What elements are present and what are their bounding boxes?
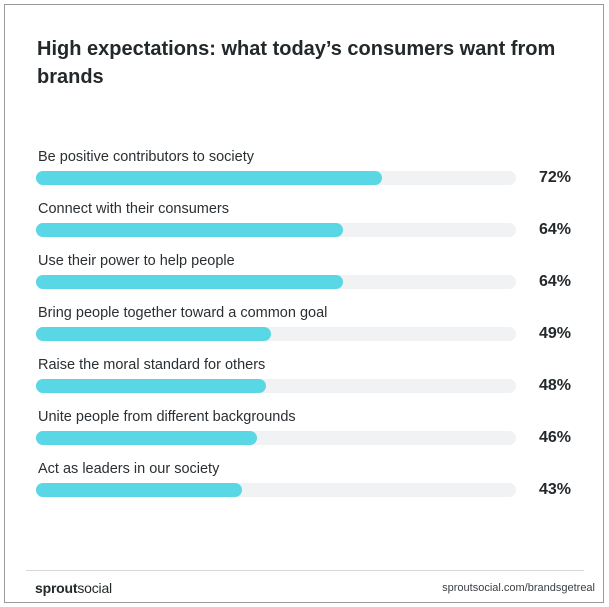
bar-row: Act as leaders in our society 43% xyxy=(36,460,576,512)
bar-label: Bring people together toward a common go… xyxy=(38,305,328,321)
bar-row: Raise the moral standard for others 48% xyxy=(36,356,576,408)
bar-label: Raise the moral standard for others xyxy=(38,357,266,373)
bar-chart: Be positive contributors to society 72% Co… xyxy=(36,148,576,512)
sproutsocial-logo: sproutsocial xyxy=(35,580,112,596)
bar-label: Connect with their consumers xyxy=(38,201,229,217)
bar-track xyxy=(36,171,516,185)
bar-value-label: 46% xyxy=(538,429,571,446)
bar-label: Use their power to help people xyxy=(38,253,235,269)
bar-track xyxy=(36,223,516,237)
bar-value-label: 43% xyxy=(538,481,571,498)
footer-url: sproutsocial.com/brandsgetreal xyxy=(442,582,595,594)
bar-track xyxy=(36,379,516,393)
bar-row: Use their power to help people 64% xyxy=(36,252,576,304)
footer-divider xyxy=(26,570,584,571)
bar-value-label: 49% xyxy=(538,325,571,342)
bar xyxy=(36,327,272,341)
logo-regular-text: social xyxy=(77,580,112,596)
bar xyxy=(36,171,382,185)
bar xyxy=(36,223,344,237)
bar-row: Bring people together toward a common go… xyxy=(36,304,576,356)
bar-row: Unite people from different backgrounds 4… xyxy=(36,408,576,460)
bar-track xyxy=(36,327,516,341)
bar xyxy=(36,275,344,289)
bar-track xyxy=(36,431,516,445)
bar-label: Unite people from different backgrounds xyxy=(38,409,296,425)
bar xyxy=(36,431,257,445)
bar-row: Be positive contributors to society 72% xyxy=(36,148,576,200)
bar xyxy=(36,483,243,497)
bar-label: Act as leaders in our society xyxy=(38,461,220,477)
bar-track xyxy=(36,483,516,497)
infographic-frame xyxy=(4,4,604,603)
bar-track xyxy=(36,275,516,289)
logo-bold-text: sprout xyxy=(35,580,78,596)
bar-value-label: 48% xyxy=(538,377,571,394)
bar-label: Be positive contributors to society xyxy=(38,149,254,165)
bar-value-label: 64% xyxy=(538,273,571,290)
bar-row: Connect with their consumers 64% xyxy=(36,200,576,252)
bar-value-label: 72% xyxy=(538,169,571,186)
bar-value-label: 64% xyxy=(538,221,571,238)
bar xyxy=(36,379,267,393)
chart-title: High expectations: what today’s consumer… xyxy=(37,38,556,88)
